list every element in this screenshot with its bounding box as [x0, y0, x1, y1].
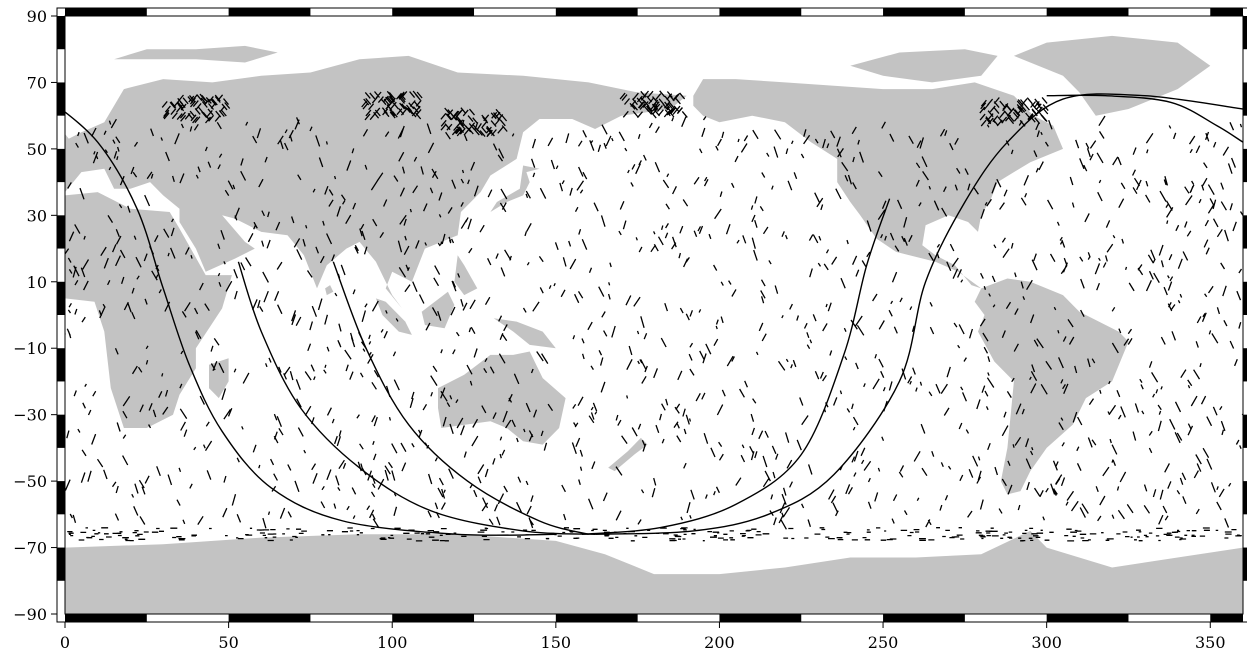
frame-segment-top — [228, 8, 311, 16]
frame-segment-left — [57, 281, 65, 315]
ground-track-5 — [595, 93, 1243, 535]
frame-segment-bottom — [719, 614, 802, 622]
frame-segment-left — [57, 215, 65, 249]
y-tick-label: 50 — [27, 140, 47, 159]
frame-segment-right — [1243, 215, 1247, 249]
land-south-america — [974, 278, 1129, 495]
y-tick-label: 30 — [27, 206, 47, 225]
land-africa — [65, 192, 232, 428]
ground-track-2 — [237, 261, 596, 535]
frame-segment-right — [1243, 547, 1247, 581]
frame-segment-right — [1243, 348, 1247, 382]
frame-segment-bottom — [1210, 614, 1243, 622]
x-tick-label: 100 — [377, 633, 408, 652]
land-antarctica — [65, 530, 1243, 614]
y-tick-label: −90 — [13, 605, 47, 624]
y-tick-label: −10 — [13, 339, 47, 358]
frame-segment-right — [1243, 16, 1247, 50]
x-tick-label: 200 — [704, 633, 735, 652]
land-japan — [490, 165, 540, 212]
x-tick-label: 300 — [1031, 633, 1062, 652]
land-sri-lanka — [325, 285, 334, 296]
frame-segment-bottom — [392, 614, 475, 622]
frame-segment-left — [57, 148, 65, 183]
frame-segment-left — [57, 547, 65, 581]
y-tick-label: −70 — [13, 539, 47, 558]
x-tick-label: 150 — [541, 633, 572, 652]
ground-track-1 — [65, 111, 556, 536]
land-iceland — [0, 96, 23, 106]
axis-ticks — [51, 15, 1211, 628]
land-arctic-island-canada — [19, 43, 58, 60]
y-tick-label: −50 — [13, 472, 47, 491]
land-philippines — [454, 255, 478, 296]
frame-segment-right — [1243, 414, 1247, 448]
y-axis-labels: 90 70 50 30 10 −10 −30 −50 −70 −90 — [13, 7, 47, 624]
frame-segment-right — [1243, 481, 1247, 515]
land-indonesia-borneo — [421, 291, 455, 329]
frame-segment-top — [65, 8, 147, 16]
frame-segment-bottom — [555, 614, 638, 622]
land-greenland-west-edge — [0, 39, 65, 56]
ground-track-6 — [1046, 94, 1243, 143]
x-tick-label: 350 — [1195, 633, 1226, 652]
frame-segment-left — [57, 82, 65, 116]
land-indonesia-sumatra — [375, 298, 412, 335]
frame-segment-bottom — [1046, 614, 1129, 622]
ground-track-3 — [332, 261, 589, 535]
frame-segment-top — [392, 8, 475, 16]
track-segments — [65, 90, 1243, 542]
ground-track-4 — [581, 198, 891, 535]
frame-segment-right — [1243, 82, 1247, 116]
y-tick-label: 10 — [27, 273, 47, 292]
frame-segment-bottom — [883, 614, 965, 622]
continuous-tracks — [65, 93, 1243, 536]
frame-segment-bottom — [228, 614, 311, 622]
frame-segment-top — [883, 8, 965, 16]
land-britain — [65, 133, 72, 144]
frame-segment-top — [1046, 8, 1129, 16]
frame-segment-top — [1210, 8, 1243, 16]
x-tick-label: 0 — [60, 633, 70, 652]
x-axis-labels: 0 50 100 150 200 250 300 350 — [60, 633, 1226, 652]
frame-segment-left — [57, 481, 65, 515]
frame-segment-left — [57, 16, 65, 50]
frame-segment-right — [1243, 281, 1247, 315]
x-tick-label: 50 — [218, 633, 238, 652]
map-area — [0, 16, 1243, 614]
y-tick-label: −30 — [13, 406, 47, 425]
frame-segment-bottom — [65, 614, 147, 622]
track-segment-scatter — [65, 90, 1243, 542]
map-frame — [56, 7, 1247, 623]
land-north-america — [693, 79, 1063, 289]
x-tick-label: 250 — [868, 633, 899, 652]
frame-segment-top — [719, 8, 802, 16]
land-greenland — [1013, 35, 1211, 116]
land-new-zealand — [608, 437, 648, 472]
frame-segment-left — [57, 414, 65, 448]
land-arctic-islands-east — [114, 45, 278, 63]
y-tick-label: 70 — [27, 73, 47, 92]
frame-segment-top — [555, 8, 638, 16]
frame-segment-right — [1243, 148, 1247, 183]
y-tick-label: 90 — [27, 7, 47, 26]
land-new-guinea — [493, 318, 556, 349]
land-canadian-arctic-islands — [850, 49, 998, 83]
frame-segment-left — [57, 348, 65, 382]
land-australia — [438, 351, 566, 445]
